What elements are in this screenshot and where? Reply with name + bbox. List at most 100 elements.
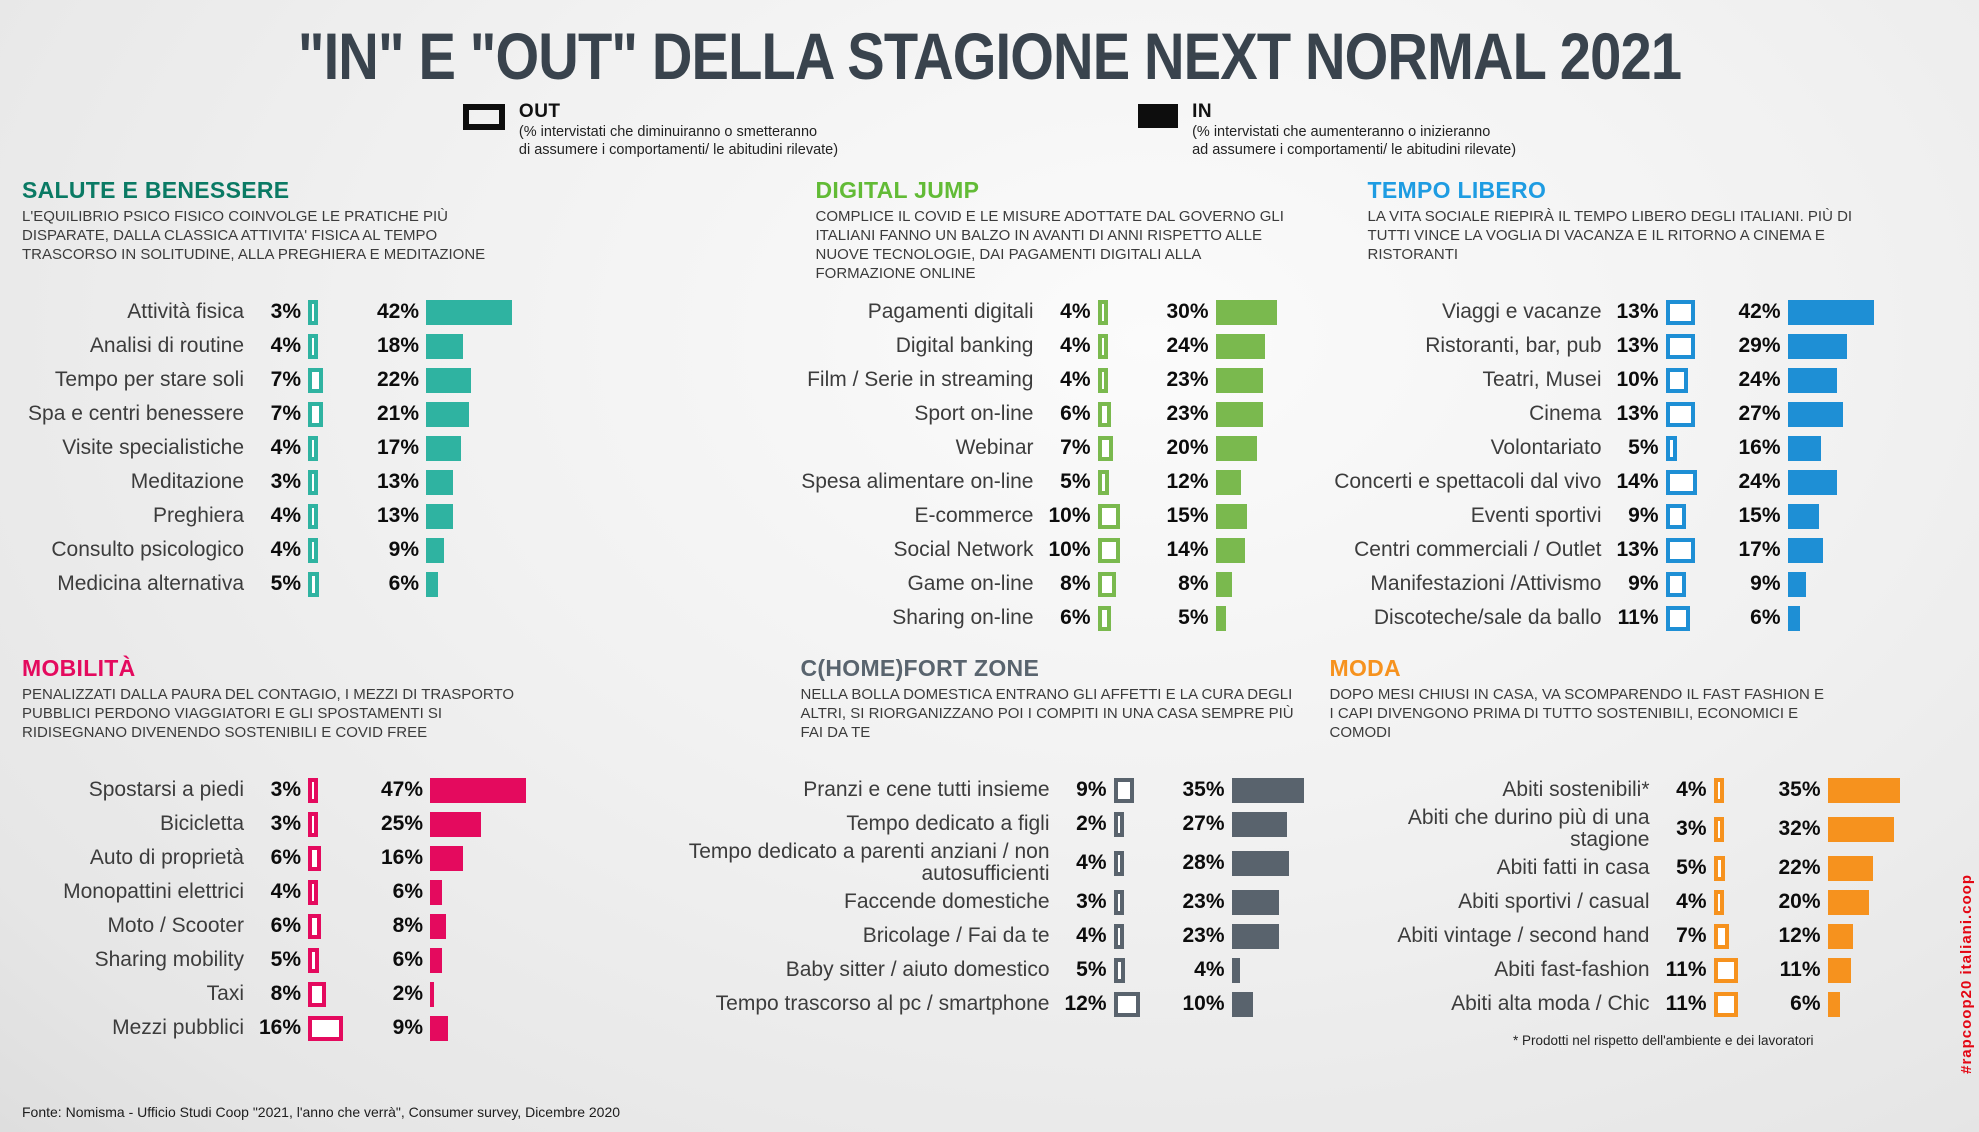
in-bar-cell (426, 435, 650, 461)
in-value: 42% (376, 300, 419, 324)
in-value: 9% (392, 1016, 423, 1040)
section-head: TEMPO LIBERO LA VITA SOCIALE RIEPIRÀ IL … (1330, 177, 1958, 295)
in-bar-cell (430, 777, 650, 803)
item-label: Visite specialistiche (62, 436, 244, 460)
out-value: 8% (1060, 572, 1091, 596)
in-bar-cell (430, 947, 650, 973)
item-row: Preghiera 4% 13% (22, 499, 650, 533)
item-row: Abiti sportivi / casual 4% 20% (1330, 885, 1958, 919)
in-bar-cell (1827, 816, 1958, 842)
out-box (1665, 401, 1695, 427)
in-value: 11% (1779, 958, 1821, 982)
in-bar-cell (1215, 401, 1304, 427)
in-bar (1215, 469, 1241, 495)
out-box (308, 1015, 343, 1041)
item-row: Abiti fast-fashion 11% 11% (1330, 953, 1958, 987)
in-bar (430, 845, 463, 871)
in-bar-cell (1231, 811, 1304, 837)
item-row: Medicina alternativa 5% 6% (22, 567, 650, 601)
out-value: 4% (270, 504, 301, 528)
in-bar-cell (1827, 777, 1958, 803)
out-box-cell (1097, 299, 1156, 325)
section-title: TEMPO LIBERO (1367, 177, 1547, 204)
out-box-cell (1113, 777, 1172, 803)
in-value: 24% (1738, 470, 1781, 494)
out-value: 14% (1616, 470, 1659, 494)
item-row: Monopattini elettrici 4% 6% (22, 875, 650, 909)
item-row: Digital banking 4% 24% (676, 329, 1304, 363)
item-row: Webinar 7% 20% (676, 431, 1304, 465)
in-bar (1215, 367, 1263, 393)
item-row: Sport on-line 6% 23% (676, 397, 1304, 431)
out-value: 7% (270, 368, 301, 392)
out-value: 13% (1616, 538, 1659, 562)
section-moda: MODA DOPO MESI CHIUSI IN CASA, VA SCOMPA… (1330, 655, 1958, 1048)
out-box-cell (1665, 333, 1728, 359)
out-box-cell (1665, 367, 1728, 393)
in-value: 28% (1182, 851, 1225, 875)
out-box (308, 845, 321, 871)
out-box (1665, 367, 1688, 393)
in-value: 10% (1182, 992, 1225, 1016)
item-label: Bicicletta (159, 812, 244, 836)
out-box (308, 537, 318, 563)
out-value: 11% (1665, 992, 1707, 1016)
in-value: 12% (1778, 924, 1821, 948)
out-box (1097, 537, 1120, 563)
out-box (1665, 435, 1677, 461)
item-label: Abiti fast-fashion (1494, 958, 1650, 982)
in-bar-cell (1787, 401, 1958, 427)
item-row: Game on-line 8% 8% (676, 567, 1304, 601)
out-box (308, 879, 318, 905)
in-value: 8% (392, 914, 423, 938)
item-label: Tempo dedicato a figli (846, 812, 1050, 836)
item-label: Attività fisica (127, 300, 244, 324)
in-bar-cell (1787, 435, 1958, 461)
in-bar (1827, 991, 1840, 1017)
out-box (1713, 777, 1724, 803)
out-box-cell (1113, 889, 1172, 915)
out-box (308, 981, 326, 1007)
in-bar-cell (1231, 991, 1304, 1017)
out-box (308, 401, 323, 427)
item-row: Cinema 13% 27% (1330, 397, 1958, 431)
in-bar (1827, 855, 1873, 881)
in-bar (430, 811, 481, 837)
out-box-cell (1665, 605, 1728, 631)
in-bar-cell (1787, 299, 1958, 325)
out-box-cell (1713, 777, 1768, 803)
out-box (1665, 333, 1695, 359)
out-value: 12% (1064, 992, 1107, 1016)
in-value: 15% (1738, 504, 1781, 528)
out-box (308, 777, 318, 803)
item-label: Teatri, Musei (1482, 368, 1602, 392)
out-box (1097, 401, 1111, 427)
out-value: 9% (1076, 778, 1107, 802)
out-box (1665, 299, 1695, 325)
in-value: 16% (1738, 436, 1781, 460)
item-label: Manifestazioni /Attivismo (1370, 572, 1602, 596)
in-value: 23% (1166, 368, 1209, 392)
in-bar-cell (1787, 367, 1958, 393)
in-bar (430, 947, 442, 973)
sections-grid: SALUTE E BENESSERE L'EQUILIBRIO PSICO FI… (22, 177, 1957, 1048)
in-value: 23% (1166, 402, 1209, 426)
out-box-cell (1713, 855, 1768, 881)
in-bar-cell (1215, 299, 1304, 325)
out-box (308, 333, 318, 359)
item-row: Abiti vintage / second hand 7% 12% (1330, 919, 1958, 953)
out-value: 7% (1676, 924, 1707, 948)
in-bar (430, 913, 446, 939)
in-bar (1231, 811, 1287, 837)
section-rows: Abiti sostenibili* 4% 35% Abiti che durino … (1330, 773, 1958, 1021)
in-bar (430, 1015, 448, 1041)
out-box-cell (1097, 469, 1156, 495)
in-value: 47% (380, 778, 423, 802)
item-label: Webinar (955, 436, 1034, 460)
in-bar (1787, 401, 1843, 427)
watermark: #rapcoop20 italiani.coop (1958, 874, 1975, 1074)
out-value: 13% (1616, 334, 1659, 358)
item-label: Consulto psicologico (51, 538, 244, 562)
item-row: Tempo per stare soli 7% 22% (22, 363, 650, 397)
in-bar (1215, 435, 1257, 461)
